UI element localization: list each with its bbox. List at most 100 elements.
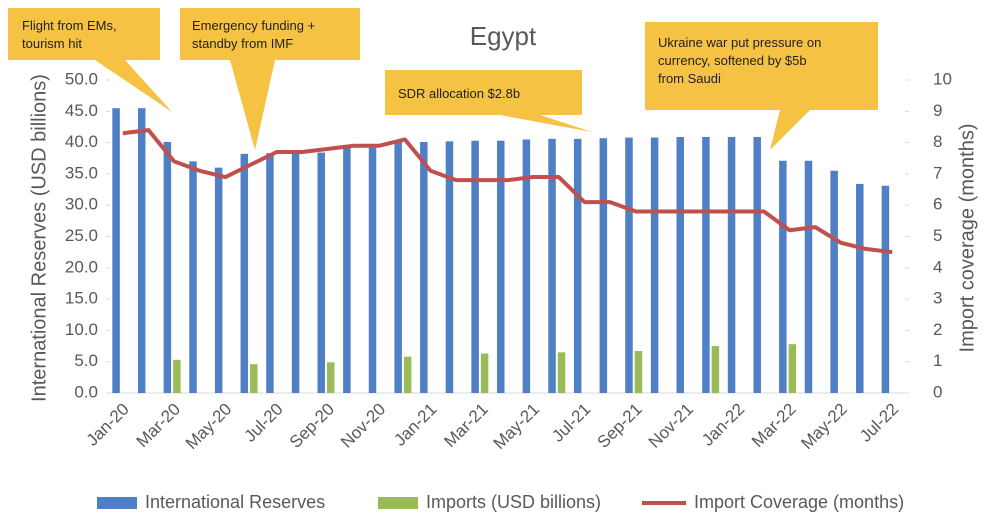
annotation: Emergency funding + bbox=[192, 18, 315, 33]
y-tick-label: 15.0 bbox=[65, 289, 98, 308]
x-tick-label: Nov-21 bbox=[645, 400, 697, 452]
bar bbox=[403, 356, 412, 393]
y2-tick-label: 8 bbox=[933, 132, 942, 151]
x-tick-label: Sep-21 bbox=[594, 400, 646, 452]
y-tick-label: 40.0 bbox=[65, 132, 98, 151]
bar bbox=[753, 136, 761, 393]
bar bbox=[830, 170, 838, 393]
bar bbox=[326, 362, 335, 393]
y2-tick-label: 3 bbox=[933, 289, 942, 308]
bar bbox=[291, 153, 300, 393]
bar bbox=[240, 153, 249, 393]
bar bbox=[266, 153, 274, 393]
x-tick-label: May-21 bbox=[490, 400, 544, 454]
annotation: currency, softened by $5b bbox=[658, 53, 807, 68]
callouts bbox=[8, 8, 878, 150]
bar bbox=[676, 136, 685, 393]
bar bbox=[317, 152, 325, 393]
bar bbox=[394, 141, 402, 393]
bar bbox=[250, 364, 258, 393]
bar bbox=[189, 161, 197, 393]
bar bbox=[173, 359, 181, 393]
y2-tick-label: 9 bbox=[933, 101, 942, 120]
y2-tick-label: 7 bbox=[933, 163, 942, 182]
legend-swatch bbox=[378, 497, 418, 509]
bar bbox=[548, 138, 556, 393]
y-tick-label: 35.0 bbox=[65, 163, 98, 182]
bar bbox=[522, 139, 531, 393]
y2-tick-label: 10 bbox=[933, 69, 952, 88]
line bbox=[122, 128, 893, 255]
bar bbox=[420, 141, 428, 393]
y-tick-label: 45.0 bbox=[65, 101, 98, 120]
bar bbox=[445, 141, 454, 393]
bar bbox=[625, 137, 633, 393]
x-tick-label: May-22 bbox=[797, 400, 851, 454]
bar bbox=[214, 167, 223, 393]
bar bbox=[856, 183, 864, 393]
y-tick-label: 50.0 bbox=[65, 69, 98, 88]
y-tick-label: 5.0 bbox=[74, 351, 98, 370]
x-tick-label: Jul-21 bbox=[548, 400, 594, 446]
bar bbox=[112, 108, 120, 394]
bar bbox=[881, 185, 890, 393]
y2-tick-label: 2 bbox=[933, 320, 942, 339]
annotation: Flight from EMs, bbox=[22, 18, 117, 33]
x-tick-label: Mar-21 bbox=[440, 400, 492, 452]
chart-title: Egypt bbox=[470, 21, 537, 51]
bar bbox=[702, 136, 710, 393]
y-tick-label: 25.0 bbox=[65, 226, 98, 245]
legend-label: International Reserves bbox=[145, 492, 325, 512]
legend-swatch bbox=[97, 497, 137, 509]
bar bbox=[368, 147, 377, 393]
bar bbox=[599, 138, 608, 393]
bar bbox=[471, 140, 479, 393]
x-tick-label: Jan-20 bbox=[83, 400, 133, 450]
y2-tick-label: 1 bbox=[933, 351, 942, 370]
callout bbox=[180, 8, 360, 150]
x-tick-label: Sep-20 bbox=[286, 400, 338, 452]
y2-tick-label: 5 bbox=[933, 226, 942, 245]
bar bbox=[711, 346, 720, 393]
bar bbox=[343, 147, 351, 393]
bar bbox=[480, 353, 489, 393]
legend-label: Imports (USD billions) bbox=[426, 492, 601, 512]
x-tick-label: Jul-20 bbox=[241, 400, 287, 446]
annotation: tourism hit bbox=[22, 36, 82, 51]
y2-tick-label: 0 bbox=[933, 382, 942, 401]
x-tick-label: Mar-20 bbox=[133, 400, 185, 452]
x-tick-label: Mar-22 bbox=[748, 400, 800, 452]
y-axis-label: International Reserves (USD billions) bbox=[28, 74, 50, 402]
x-tick-label: Nov-20 bbox=[337, 400, 389, 452]
bar bbox=[557, 352, 566, 393]
bar bbox=[650, 137, 659, 393]
bar bbox=[727, 136, 736, 393]
bar bbox=[137, 108, 146, 394]
bar bbox=[163, 141, 172, 393]
y2-axis-label: Import coverage (months) bbox=[956, 124, 978, 353]
y2-tick-label: 4 bbox=[933, 257, 942, 276]
bar bbox=[804, 160, 813, 393]
x-tick-label: Jan-22 bbox=[698, 400, 748, 450]
bar bbox=[779, 160, 787, 393]
x-tick-label: Jan-21 bbox=[390, 400, 440, 450]
bar bbox=[634, 351, 643, 393]
x-tick-label: May-20 bbox=[182, 400, 236, 454]
y-tick-label: 30.0 bbox=[65, 195, 98, 214]
x-tick-label: Jul-22 bbox=[856, 400, 902, 446]
callout bbox=[8, 8, 172, 112]
bar bbox=[788, 344, 797, 393]
bar bbox=[497, 140, 505, 393]
y2-tick-label: 6 bbox=[933, 195, 942, 214]
annotation: Ukraine war put pressure on bbox=[658, 35, 821, 50]
bar bbox=[573, 138, 582, 393]
legend-label: Import Coverage (months) bbox=[694, 492, 904, 512]
callout bbox=[385, 70, 592, 132]
y-tick-label: 10.0 bbox=[65, 320, 98, 339]
annotation: from Saudi bbox=[658, 71, 721, 86]
annotation: standby from IMF bbox=[192, 36, 293, 51]
y-tick-label: 0.0 bbox=[74, 382, 98, 401]
callout bbox=[645, 22, 878, 150]
y-tick-label: 20.0 bbox=[65, 257, 98, 276]
